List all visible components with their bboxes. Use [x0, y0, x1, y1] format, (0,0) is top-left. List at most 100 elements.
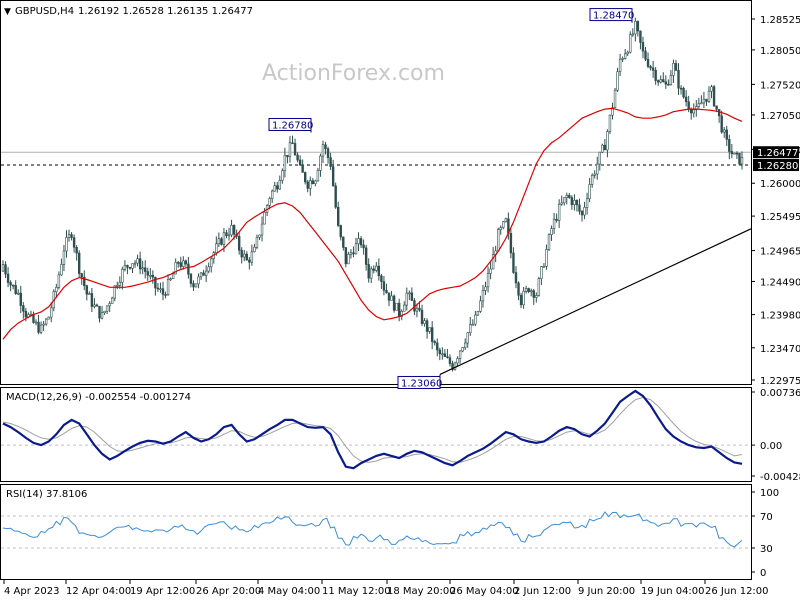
candle-body — [93, 304, 96, 307]
time-axis-label: 4 Apr 2023 — [4, 586, 59, 597]
candle-body — [189, 273, 193, 284]
candle-body — [387, 292, 391, 301]
candle-body — [453, 362, 457, 370]
candle-body — [83, 276, 86, 286]
candle-body — [397, 302, 401, 317]
candle-body — [237, 236, 241, 251]
candle-body — [674, 63, 678, 71]
candle-body — [131, 263, 134, 269]
candle-body — [1, 264, 5, 272]
candle-body — [428, 327, 431, 332]
candle-body — [588, 184, 591, 200]
candle-body — [740, 157, 744, 165]
candle-body — [499, 227, 502, 230]
candle-body — [575, 200, 579, 206]
candle-body — [156, 287, 160, 290]
candle-body — [497, 229, 500, 252]
header-ohlc: 1.26192 1.26528 1.26135 1.26477 — [78, 6, 253, 17]
candle-body — [415, 307, 419, 312]
candle-body — [220, 238, 223, 245]
candle-body — [474, 314, 477, 325]
candle-body — [545, 249, 548, 267]
candle-body — [44, 318, 48, 325]
current-price-label: 1.26477 — [757, 148, 798, 159]
candle-body — [342, 236, 345, 248]
candle-body — [210, 258, 213, 268]
candle-body — [692, 109, 695, 114]
candle-body — [466, 332, 469, 344]
moving-average-line — [2, 107, 743, 340]
candle-body — [128, 266, 132, 269]
candle-body — [578, 204, 581, 212]
rsi-axis-label: 0 — [760, 568, 766, 579]
time-axis-label: 26 Apr 20:00 — [196, 586, 261, 597]
candle-body — [410, 292, 414, 301]
candle-body — [9, 282, 12, 286]
candle-body — [535, 295, 538, 298]
candle-body — [184, 260, 188, 265]
candle-body — [601, 144, 604, 153]
candle-body — [641, 42, 645, 52]
candle-body — [281, 170, 284, 181]
candle-body — [258, 234, 261, 238]
candle-body — [296, 154, 299, 161]
candle-body — [324, 144, 327, 150]
candle-body — [14, 285, 17, 294]
candle-body — [504, 218, 508, 222]
candle-body — [255, 236, 259, 248]
candle-body — [375, 265, 378, 271]
candle-body — [433, 341, 436, 344]
candle-body — [479, 300, 482, 312]
candle-body — [298, 159, 302, 166]
candle-body — [550, 228, 553, 235]
candle-body — [677, 70, 680, 89]
candle-body — [304, 172, 307, 183]
candle-body — [461, 347, 464, 352]
candle-body — [268, 198, 271, 206]
candle-body — [649, 66, 652, 69]
candle-body — [476, 311, 480, 316]
candle-body — [146, 271, 149, 276]
candle-body — [423, 320, 426, 324]
candle-body — [70, 234, 73, 238]
candle-body — [108, 303, 111, 307]
candle-body — [491, 254, 495, 270]
candle-body — [85, 285, 89, 295]
time-axis-label: 12 Apr 04:00 — [66, 586, 131, 597]
candle-body — [639, 30, 642, 43]
candle-body — [151, 274, 155, 278]
candle-body — [720, 115, 723, 133]
macd-axis-label: 0.00 — [760, 441, 782, 452]
candle-body — [306, 181, 309, 189]
candle-body — [121, 269, 124, 283]
candle-body — [311, 180, 315, 185]
rsi-line — [2, 511, 743, 548]
candle-body — [667, 83, 670, 86]
candle-body — [65, 237, 68, 252]
candle-body — [616, 71, 619, 91]
candle-body — [420, 309, 424, 324]
candle-body — [486, 273, 490, 288]
candle-body — [514, 272, 518, 284]
candle-body — [448, 357, 452, 364]
header-symbol: GBPUSD,H4 — [15, 6, 74, 17]
candle-body — [481, 290, 485, 302]
candle-body — [113, 285, 116, 299]
current-price-tag — [753, 146, 799, 159]
candle-body — [187, 263, 190, 275]
candle-body — [179, 262, 182, 267]
candle-body — [471, 323, 475, 326]
candle-body — [636, 21, 640, 32]
candle-body — [512, 252, 515, 273]
price-axis-label: 1.24965 — [760, 247, 800, 258]
candle-body — [37, 321, 40, 333]
candle-body — [469, 324, 472, 334]
candle-body — [24, 310, 28, 318]
candle-body — [382, 281, 386, 291]
candle-body — [702, 98, 706, 104]
candle-body — [644, 50, 647, 60]
macd-layer — [1, 389, 751, 470]
candle-body — [174, 262, 177, 275]
candle-body — [291, 142, 294, 145]
candle-body — [552, 218, 556, 229]
